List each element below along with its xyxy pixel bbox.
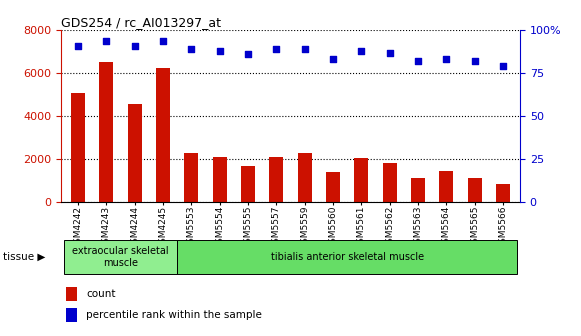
Text: count: count: [86, 289, 116, 299]
Bar: [99, 62, 113, 202]
Bar: [128, 104, 142, 202]
Point: [159, 38, 168, 43]
Point: [215, 48, 224, 53]
Point: [300, 46, 309, 52]
Bar: [64, 240, 177, 274]
Bar: [184, 154, 199, 202]
Bar: [156, 68, 170, 202]
Bar: [496, 184, 510, 202]
Point: [413, 58, 422, 64]
Bar: [468, 178, 482, 202]
Bar: [354, 158, 368, 202]
Bar: [71, 93, 85, 202]
Bar: [269, 157, 284, 202]
Point: [187, 46, 196, 52]
Bar: [66, 308, 77, 323]
Bar: [326, 172, 340, 202]
Point: [385, 50, 394, 55]
Bar: [382, 163, 397, 202]
Point: [498, 64, 508, 69]
Point: [328, 57, 338, 62]
Bar: [66, 287, 77, 301]
Text: tissue ▶: tissue ▶: [3, 252, 45, 262]
Point: [357, 48, 366, 53]
Bar: [297, 154, 312, 202]
Point: [272, 46, 281, 52]
Bar: [241, 166, 255, 202]
Text: percentile rank within the sample: percentile rank within the sample: [86, 310, 262, 321]
Text: GDS254 / rc_AI013297_at: GDS254 / rc_AI013297_at: [61, 16, 221, 29]
Text: extraocular skeletal
muscle: extraocular skeletal muscle: [72, 246, 169, 268]
Bar: [411, 178, 425, 202]
Point: [102, 38, 111, 43]
Point: [130, 43, 139, 48]
Bar: [213, 157, 227, 202]
Point: [470, 58, 479, 64]
Point: [243, 51, 253, 57]
Point: [73, 43, 83, 48]
Bar: [439, 171, 453, 202]
Text: tibialis anterior skeletal muscle: tibialis anterior skeletal muscle: [271, 252, 424, 262]
Bar: [177, 240, 517, 274]
Point: [442, 57, 451, 62]
